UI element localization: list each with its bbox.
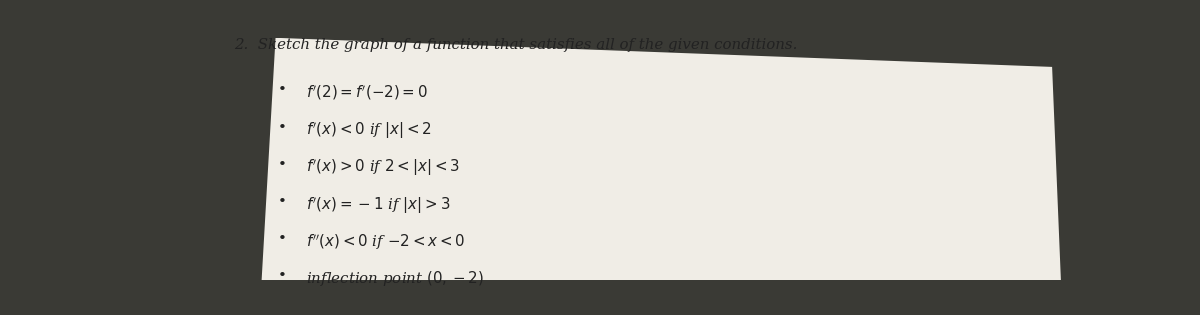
Text: $f''(x) < 0$ if $-2 < x < 0$: $f''(x) < 0$ if $-2 < x < 0$: [306, 232, 466, 252]
Text: •: •: [277, 121, 287, 135]
Text: $f'(x) > 0$ if $2 < |x| < 3$: $f'(x) > 0$ if $2 < |x| < 3$: [306, 158, 460, 178]
Text: 2.  Sketch the graph of a function that satisfies all of the given conditions.: 2. Sketch the graph of a function that s…: [234, 38, 797, 52]
Text: •: •: [277, 269, 287, 283]
Text: •: •: [277, 232, 287, 246]
Text: inflection point $(0, -2)$: inflection point $(0, -2)$: [306, 269, 484, 288]
Polygon shape: [262, 38, 1062, 292]
Text: •: •: [277, 83, 287, 97]
Text: $f'(x) < 0$ if $|x| < 2$: $f'(x) < 0$ if $|x| < 2$: [306, 121, 432, 141]
Text: •: •: [277, 195, 287, 209]
Text: •: •: [277, 158, 287, 172]
Text: $f'(2) = f'(-2) = 0$: $f'(2) = f'(-2) = 0$: [306, 83, 428, 102]
Text: $f'(x) = -1$ if $|x| > 3$: $f'(x) = -1$ if $|x| > 3$: [306, 195, 450, 215]
